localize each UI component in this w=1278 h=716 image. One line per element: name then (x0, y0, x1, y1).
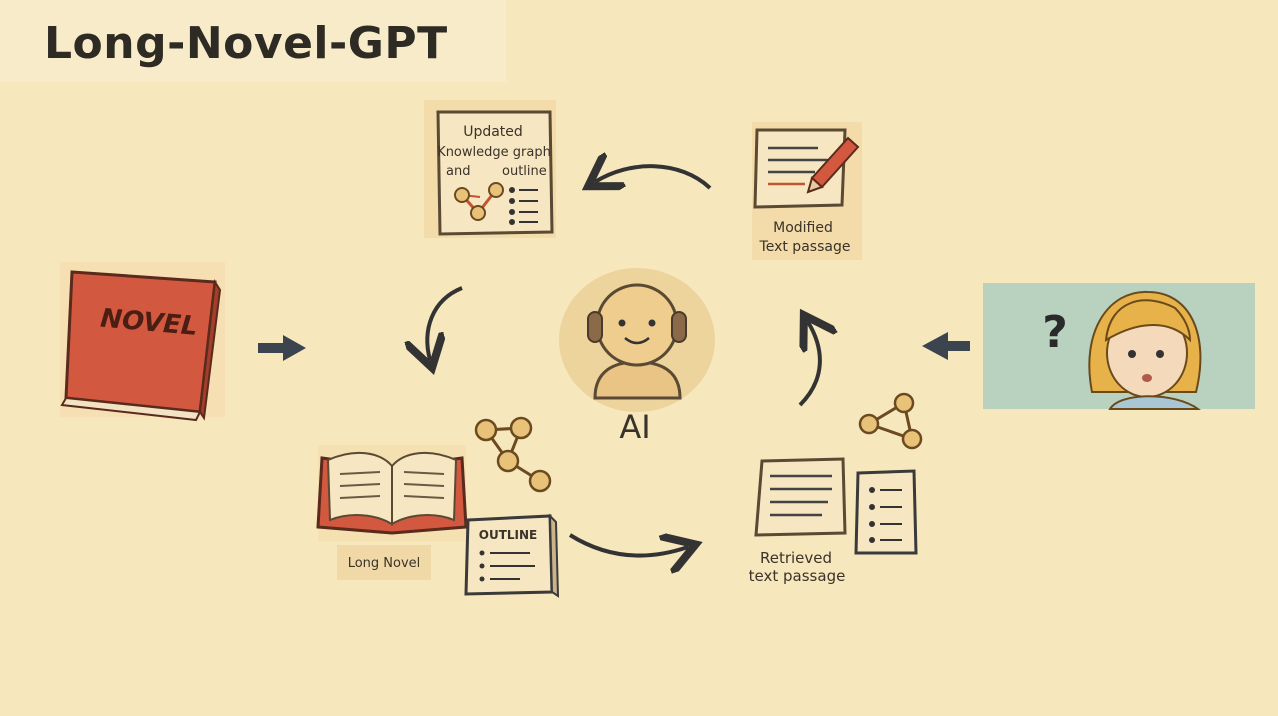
input-arrow-icon (258, 335, 306, 361)
updated-line1: Updated (463, 124, 523, 140)
knowledge-graph-icon (454, 182, 504, 221)
long-novel-label: Long Novel (348, 556, 421, 571)
updated-kg-outline-card: Updated Knowledge graph and outline (424, 100, 556, 238)
modified-line2: Text passage (759, 239, 851, 255)
user-avatar-icon (1088, 290, 1202, 410)
knowledge-graph-icon-right (858, 392, 923, 450)
updated-line3-left: and (446, 164, 470, 179)
retrieved-passage-card: Retrieved text passage (749, 457, 847, 585)
question-mark-icon: ? (1042, 307, 1068, 358)
title-banner (0, 0, 506, 82)
arrow-modified-to-updated (595, 166, 712, 188)
outline-card: OUTLINE (464, 513, 560, 598)
outline-list-icon (509, 187, 538, 225)
arrow-retrieved-to-modified (798, 322, 820, 407)
modified-line1: Modified (773, 220, 833, 236)
ai-avatar-icon (559, 268, 715, 412)
outline-list-card-right (854, 469, 918, 555)
ai-label: AI (619, 408, 651, 446)
arrow-updated-to-novel (427, 286, 463, 360)
arrow-outline-to-retrieved (568, 535, 688, 556)
modified-passage-card: Modified Text passage (752, 122, 862, 260)
updated-line3-right: outline (502, 164, 547, 179)
user-question-panel: ? (983, 283, 1255, 410)
novel-book-icon: NOVEL (60, 262, 225, 422)
knowledge-graph-icon-left (474, 416, 552, 493)
long-novel-book-icon (316, 445, 468, 541)
user-arrow-icon (922, 332, 970, 360)
retrieved-line2: text passage (749, 567, 846, 585)
page-title: Long-Novel-GPT (44, 18, 448, 69)
retrieved-line1: Retrieved (760, 549, 832, 567)
updated-line2: Knowledge graph (437, 145, 551, 160)
outline-card-title: OUTLINE (479, 528, 537, 542)
long-novel-label-bg (337, 545, 431, 580)
pencil-icon (806, 136, 860, 194)
